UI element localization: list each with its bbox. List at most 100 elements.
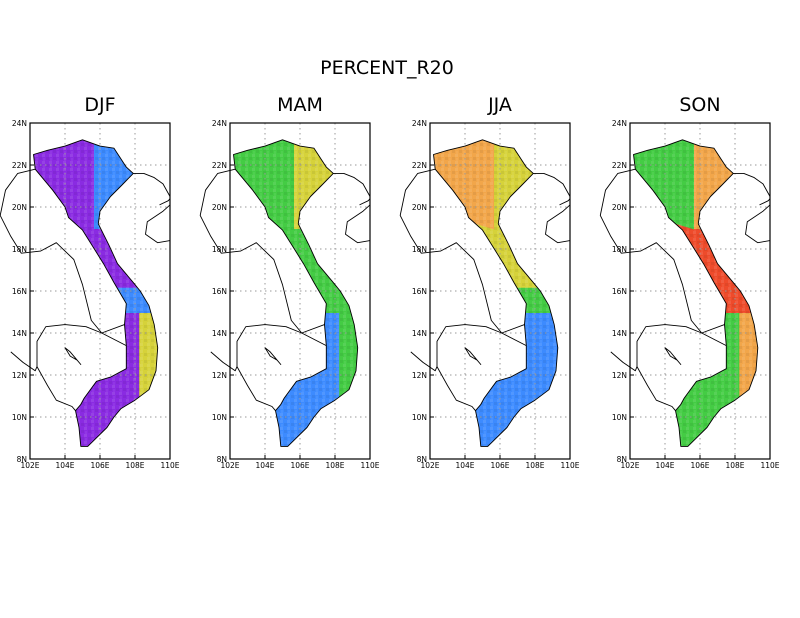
y-tick-label: 20N: [412, 203, 427, 212]
border-line: [610, 351, 638, 372]
panel-djf: DJF 102E 104E 106E 108E 110E 8N 10N 12N 14N 16N 18N…: [0, 94, 180, 470]
y-tick-label: 18N: [212, 245, 227, 254]
border-line: [36, 324, 127, 411]
y-tick-label: 16N: [412, 287, 427, 296]
coastlines: [199, 139, 371, 447]
y-tick-label: 24N: [612, 119, 627, 128]
y-tick-label: 10N: [12, 413, 27, 422]
y-tick-label: 24N: [212, 119, 227, 128]
y-tick-label: 22N: [412, 161, 427, 170]
x-tick-label: 102E: [620, 461, 639, 470]
border-line: [145, 204, 171, 244]
border-line: [745, 204, 771, 244]
x-tick-label: 110E: [160, 461, 179, 470]
x-tick-label: 106E: [690, 461, 709, 470]
border-line: [10, 351, 38, 372]
country-outline: [433, 139, 559, 447]
y-tick-label: 14N: [212, 329, 227, 338]
panel-mam: MAM 102E 104E 106E 108E 110E 8N 10N 12N 14N 16N 18N…: [199, 94, 380, 470]
x-tick-label: 106E: [90, 461, 109, 470]
y-tick-label: 12N: [12, 371, 27, 380]
x-tick-label: 110E: [560, 461, 579, 470]
y-tick-label: 22N: [212, 161, 227, 170]
y-tick-label: 22N: [612, 161, 627, 170]
x-tick-label: 106E: [290, 461, 309, 470]
border-line: [159, 198, 171, 206]
country-outline: [633, 139, 759, 447]
x-tick-label: 106E: [490, 461, 509, 470]
y-tick-label: 16N: [212, 287, 227, 296]
y-tick-label: 12N: [612, 371, 627, 380]
y-tick-label: 8N: [217, 455, 227, 464]
y-tick-label: 20N: [212, 203, 227, 212]
y-tick-label: 12N: [412, 371, 427, 380]
y-tick-label: 20N: [612, 203, 627, 212]
panel-son: SON 102E 104E 106E 108E 110E 8N 10N 12N 14N 16N 18N…: [599, 94, 780, 470]
x-tick-label: 104E: [455, 461, 474, 470]
panels: DJF 102E 104E 106E 108E 110E 8N 10N 12N 14N 16N 18N…: [0, 94, 780, 470]
border-line: [133, 172, 171, 197]
lake-outline: [264, 347, 282, 365]
y-tick-label: 24N: [412, 119, 427, 128]
border-line: [733, 172, 771, 197]
panel-title: MAM: [277, 94, 323, 116]
y-tick-label: 10N: [612, 413, 627, 422]
y-tick-label: 20N: [12, 203, 27, 212]
border-line: [0, 168, 125, 334]
x-tick-label: 102E: [220, 461, 239, 470]
country-outline: [233, 139, 359, 447]
border-line: [636, 324, 727, 411]
lake-outline: [464, 347, 482, 365]
country-outline: [33, 139, 159, 447]
border-line: [436, 324, 527, 411]
y-tick-label: 14N: [612, 329, 627, 338]
lake-outline: [664, 347, 682, 365]
panel-title: JJA: [487, 94, 512, 116]
border-line: [410, 351, 438, 372]
y-tick-label: 24N: [12, 119, 27, 128]
y-tick-label: 12N: [212, 371, 227, 380]
x-tick-label: 110E: [760, 461, 779, 470]
y-tick-label: 8N: [17, 455, 27, 464]
border-line: [359, 198, 371, 206]
y-tick-label: 10N: [412, 413, 427, 422]
y-tick-label: 14N: [12, 329, 27, 338]
lake-outline: [64, 347, 82, 365]
y-tick-label: 8N: [417, 455, 427, 464]
border-line: [236, 324, 327, 411]
x-tick-label: 104E: [255, 461, 274, 470]
x-tick-label: 108E: [125, 461, 144, 470]
y-tick-label: 18N: [12, 245, 27, 254]
y-tick-label: 8N: [617, 455, 627, 464]
x-tick-label: 104E: [55, 461, 74, 470]
panel-title: DJF: [84, 94, 115, 116]
y-tick-label: 16N: [612, 287, 627, 296]
y-tick-label: 16N: [12, 287, 27, 296]
border-line: [199, 168, 325, 334]
coastlines: [0, 139, 171, 447]
panel-jja: JJA 102E 104E 106E 108E 110E 8N 10N 12N 14N 16N 18N…: [399, 94, 580, 470]
border-line: [599, 168, 725, 334]
border-line: [345, 204, 371, 244]
x-tick-label: 102E: [420, 461, 439, 470]
x-tick-label: 108E: [725, 461, 744, 470]
y-tick-label: 18N: [612, 245, 627, 254]
y-tick-label: 14N: [412, 329, 427, 338]
x-tick-label: 108E: [325, 461, 344, 470]
border-line: [759, 198, 771, 206]
y-tick-label: 18N: [412, 245, 427, 254]
y-tick-label: 10N: [212, 413, 227, 422]
border-line: [559, 198, 571, 206]
x-tick-label: 110E: [360, 461, 379, 470]
x-tick-label: 102E: [20, 461, 39, 470]
border-line: [399, 168, 525, 334]
border-line: [333, 172, 371, 197]
x-tick-label: 104E: [655, 461, 674, 470]
border-line: [210, 351, 238, 372]
main-title: PERCENT_R20: [320, 57, 454, 79]
panel-title: SON: [679, 94, 720, 116]
border-line: [533, 172, 571, 197]
x-tick-label: 108E: [525, 461, 544, 470]
border-line: [545, 204, 571, 244]
